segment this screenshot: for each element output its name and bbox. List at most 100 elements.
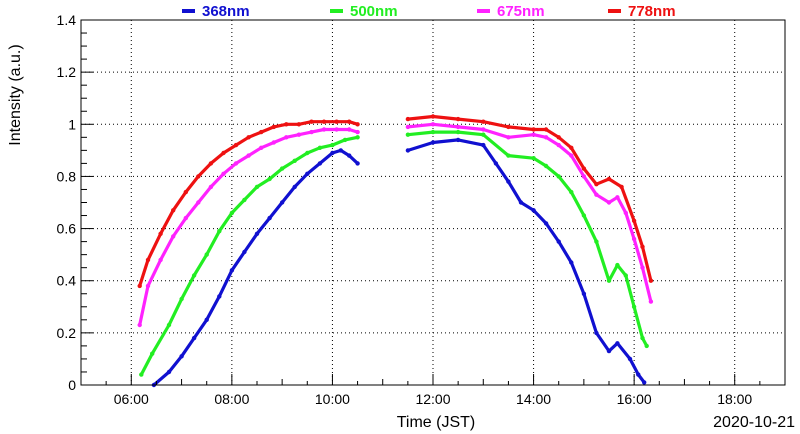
series-segment	[624, 211, 636, 241]
series-segment	[615, 195, 628, 215]
series-segment	[607, 263, 620, 283]
series-segment	[192, 253, 209, 278]
series-segment	[624, 273, 636, 309]
series-segment	[255, 177, 272, 189]
series-segment	[607, 177, 624, 189]
series-segment	[506, 125, 536, 132]
series-segment	[557, 174, 573, 194]
series-segment	[431, 122, 460, 129]
series-segment	[234, 154, 251, 165]
x-axis-title: Time (JST)	[397, 414, 476, 431]
series-segment	[221, 143, 238, 155]
x-tick-label: 14:00	[516, 391, 551, 407]
series-segment	[544, 127, 561, 139]
date-label: 2020-10-21	[713, 414, 795, 431]
series-segment	[159, 234, 175, 262]
series-segment	[159, 208, 175, 236]
series-segment	[209, 151, 226, 165]
series-segment	[456, 117, 485, 124]
series-segment	[531, 208, 548, 225]
series-segment	[640, 245, 653, 283]
y-tick-label: 0	[68, 377, 76, 393]
x-tick-label: 16:00	[617, 391, 652, 407]
series-segment	[569, 190, 586, 218]
data-point	[355, 135, 360, 140]
series-segment	[259, 125, 276, 134]
series-segment	[205, 294, 221, 322]
data-point	[355, 129, 360, 135]
legend-label: 675nm	[497, 3, 545, 20]
y-tick-label: 1.4	[57, 12, 77, 28]
series-segment	[171, 216, 188, 238]
series-segment	[557, 240, 573, 265]
y-tick-label: 0.8	[57, 168, 77, 184]
series-segment	[494, 161, 510, 184]
series-segment	[138, 258, 150, 288]
series-segment	[569, 260, 586, 296]
series-778nm	[137, 114, 654, 289]
legend-label: 778nm	[628, 3, 676, 20]
series-segment	[259, 140, 276, 150]
series-segment	[481, 133, 510, 158]
series-segment	[146, 258, 163, 288]
plot-area	[137, 114, 654, 388]
legend: 368nm 500nm 675nm 778nm	[182, 3, 676, 20]
plot-frame	[80, 19, 786, 386]
series-segment	[582, 292, 599, 335]
series-segment	[431, 114, 460, 121]
series-segment	[138, 284, 150, 327]
series-segment	[456, 138, 485, 147]
series-segment	[180, 336, 196, 358]
series-segment	[557, 135, 573, 150]
series-segment	[557, 143, 573, 158]
series-675nm	[137, 122, 654, 328]
series-500nm	[139, 129, 649, 377]
series-segment	[184, 174, 200, 194]
series-segment	[632, 237, 645, 270]
series-segment	[318, 151, 334, 165]
series-segment	[506, 180, 523, 205]
series-segment	[456, 125, 485, 132]
series-segment	[167, 354, 184, 374]
legend-label: 500nm	[350, 3, 398, 20]
y-tick-label: 0.6	[57, 221, 77, 237]
series-segment	[594, 240, 611, 283]
grid	[81, 19, 785, 386]
series-segment	[171, 190, 188, 212]
series-segment	[406, 130, 435, 137]
series-segment	[268, 167, 284, 181]
series-segment	[230, 198, 246, 215]
series-segment	[217, 211, 234, 233]
x-tick-label: 06:00	[114, 391, 149, 407]
series-segment	[184, 200, 200, 220]
legend-label: 368nm	[202, 3, 250, 20]
data-point	[648, 278, 654, 283]
series-segment	[268, 200, 284, 220]
x-tick-label: 12:00	[415, 391, 450, 407]
series-segment	[247, 146, 263, 158]
data-point	[644, 343, 649, 349]
y-tick-label: 0.4	[57, 273, 77, 289]
series-segment	[632, 219, 645, 249]
series-segment	[406, 122, 435, 129]
series-segment	[406, 140, 435, 152]
y-tick-label: 1.2	[57, 64, 77, 80]
series-368nm	[151, 137, 647, 388]
series-segment	[293, 151, 309, 163]
axis-ticks: 06:00 08:00 10:00 12:00 14:00 16:00 18:00 0 0.2 0…	[57, 12, 761, 407]
series-segment	[150, 323, 171, 356]
series-segment	[544, 164, 561, 178]
series-segment	[305, 161, 322, 176]
series-segment	[615, 341, 632, 361]
series-segment	[209, 172, 226, 189]
series-segment	[506, 133, 536, 139]
series-segment	[305, 146, 322, 155]
series-segment	[234, 135, 251, 147]
y-axis-title: Intensity (a.u.)	[7, 44, 24, 145]
x-tick-label: 18:00	[717, 391, 752, 407]
series-segment	[221, 161, 238, 176]
series-segment	[180, 273, 196, 301]
series-segment	[582, 213, 599, 244]
series-segment	[280, 185, 297, 205]
y-tick-label: 1	[68, 116, 76, 132]
